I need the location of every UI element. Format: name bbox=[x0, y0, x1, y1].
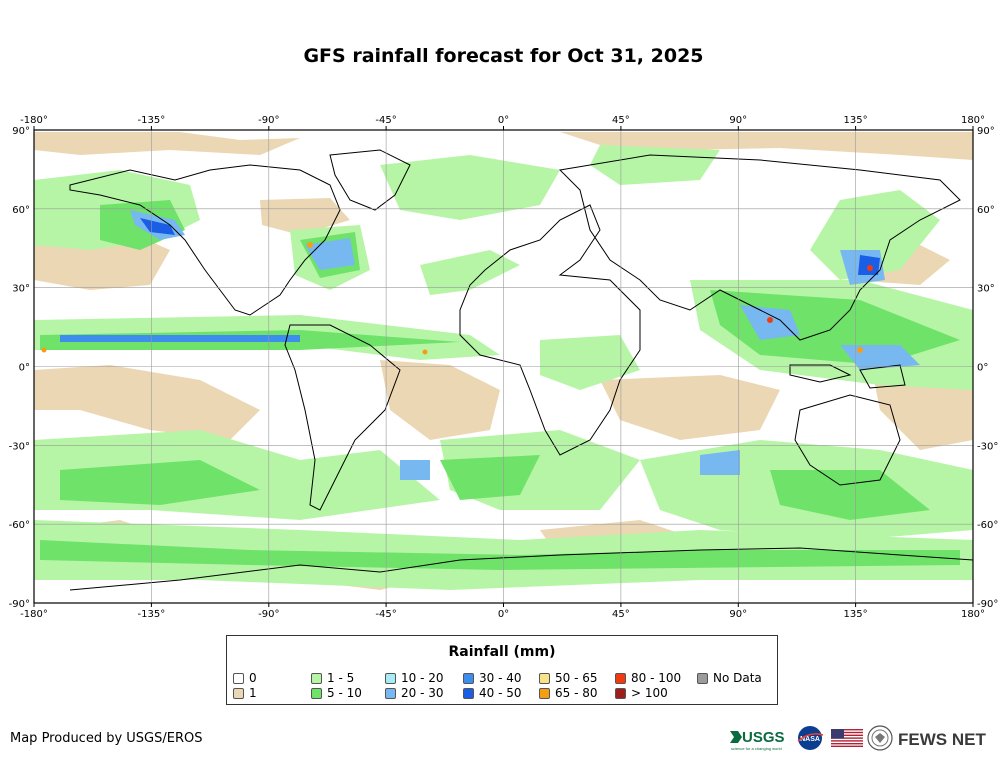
lon-label: -135° bbox=[138, 609, 166, 620]
lon-label: -180° bbox=[20, 115, 48, 126]
legend-swatch bbox=[539, 688, 550, 699]
legend-label: 40 - 50 bbox=[479, 686, 522, 700]
lat-label: 60° bbox=[12, 205, 30, 216]
legend-label: 30 - 40 bbox=[479, 671, 522, 685]
legend-label: 10 - 20 bbox=[401, 671, 444, 685]
legend-title: Rainfall (mm) bbox=[448, 644, 556, 660]
lon-label: -135° bbox=[138, 115, 166, 126]
lon-label: 0° bbox=[498, 115, 509, 126]
lon-label: -180° bbox=[20, 609, 48, 620]
legend-swatch bbox=[385, 688, 396, 699]
legend-swatch bbox=[311, 688, 322, 699]
legend-swatch bbox=[615, 673, 626, 684]
legend-label: 1 - 5 bbox=[327, 671, 355, 685]
lon-label: 180° bbox=[961, 609, 985, 620]
us-flag-icon bbox=[831, 729, 863, 747]
lat-label: 90° bbox=[12, 126, 30, 137]
left-lat-labels: 90° 60° 30° 0° -30° -60° -90° bbox=[9, 126, 30, 610]
legend-entry: 0 bbox=[233, 672, 257, 685]
legend-label: 1 bbox=[249, 686, 257, 700]
axis-ticks bbox=[33, 126, 974, 607]
legend-swatch bbox=[615, 688, 626, 699]
logo-strip: USGS science for a changing world NASA F… bbox=[728, 725, 998, 753]
lon-label: 135° bbox=[844, 609, 868, 620]
credit-text: Map Produced by USGS/EROS bbox=[10, 731, 203, 746]
lon-label: 135° bbox=[844, 115, 868, 126]
top-lon-labels: -180° -135° -90° -45° 0° 45° 90° 135° 18… bbox=[20, 115, 985, 126]
legend-entry: 10 - 20 bbox=[385, 672, 444, 685]
legend-label: 50 - 65 bbox=[555, 671, 598, 685]
legend-entry: 30 - 40 bbox=[463, 672, 522, 685]
legend-swatch bbox=[385, 673, 396, 684]
legend-label: 5 - 10 bbox=[327, 686, 362, 700]
lon-label: 0° bbox=[498, 609, 509, 620]
lon-label: 45° bbox=[612, 115, 630, 126]
lon-label: 180° bbox=[961, 115, 985, 126]
svg-text:science for a changing world: science for a changing world bbox=[731, 746, 782, 751]
legend-entry: 80 - 100 bbox=[615, 672, 681, 685]
lon-label: -90° bbox=[258, 115, 279, 126]
legend-label: 0 bbox=[249, 671, 257, 685]
legend-swatch bbox=[233, 688, 244, 699]
legend-entry: 50 - 65 bbox=[539, 672, 598, 685]
lat-label: -60° bbox=[9, 520, 30, 531]
lon-label: 90° bbox=[729, 609, 747, 620]
legend-entry: 65 - 80 bbox=[539, 687, 598, 700]
legend-entry: 40 - 50 bbox=[463, 687, 522, 700]
legend-label: > 100 bbox=[631, 686, 668, 700]
legend-entry: 1 bbox=[233, 687, 257, 700]
map-title: GFS rainfall forecast for Oct 31, 2025 bbox=[303, 45, 704, 67]
graticule bbox=[34, 130, 973, 603]
right-lat-labels: 90° 60° 30° 0° -30° -60° -90° bbox=[977, 126, 998, 610]
legend-swatch bbox=[463, 673, 474, 684]
state-department-seal-icon bbox=[867, 725, 893, 751]
fews-net-logo: FEWS NET bbox=[898, 730, 986, 749]
legend-label: 20 - 30 bbox=[401, 686, 444, 700]
legend-swatch bbox=[539, 673, 550, 684]
legend-entry: 20 - 30 bbox=[385, 687, 444, 700]
lat-label: 30° bbox=[12, 284, 30, 295]
lon-label: -90° bbox=[258, 609, 279, 620]
svg-text:USGS: USGS bbox=[742, 729, 785, 746]
nasa-logo: NASA bbox=[797, 726, 824, 750]
lat-label: 90° bbox=[977, 126, 995, 137]
lat-label: -90° bbox=[9, 599, 30, 610]
lat-label: 0° bbox=[977, 363, 988, 374]
rainfall-map: -180° -135° -90° -45° 0° 45° 90° 135° 18… bbox=[0, 110, 1007, 625]
svg-text:NASA: NASA bbox=[800, 736, 820, 743]
lat-label: -30° bbox=[977, 441, 998, 452]
legend-label: 65 - 80 bbox=[555, 686, 598, 700]
lon-label: -45° bbox=[375, 609, 396, 620]
lon-label: 45° bbox=[612, 609, 630, 620]
usgs-logo: USGS science for a changing world bbox=[730, 729, 785, 751]
lat-label: -30° bbox=[9, 441, 30, 452]
lon-label: 90° bbox=[729, 115, 747, 126]
legend-label: 80 - 100 bbox=[631, 671, 682, 685]
legend-entry: > 100 bbox=[615, 687, 668, 700]
legend-entry: 5 - 10 bbox=[311, 687, 362, 700]
lat-label: 30° bbox=[977, 284, 995, 295]
lat-label: -90° bbox=[977, 599, 998, 610]
bottom-lon-labels: -180° -135° -90° -45° 0° 45° 90° 135° 18… bbox=[20, 609, 985, 620]
coastlines bbox=[69, 149, 974, 591]
lat-label: -60° bbox=[977, 520, 998, 531]
legend-label: No Data bbox=[713, 671, 762, 685]
legend-swatch bbox=[463, 688, 474, 699]
legend-entry: 1 - 5 bbox=[311, 672, 354, 685]
legend-swatch bbox=[697, 673, 708, 684]
legend-swatch bbox=[311, 673, 322, 684]
legend-entry: No Data bbox=[697, 672, 762, 685]
lat-label: 0° bbox=[19, 363, 30, 374]
lat-label: 60° bbox=[977, 205, 995, 216]
lon-label: -45° bbox=[375, 115, 396, 126]
legend-swatch bbox=[233, 673, 244, 684]
